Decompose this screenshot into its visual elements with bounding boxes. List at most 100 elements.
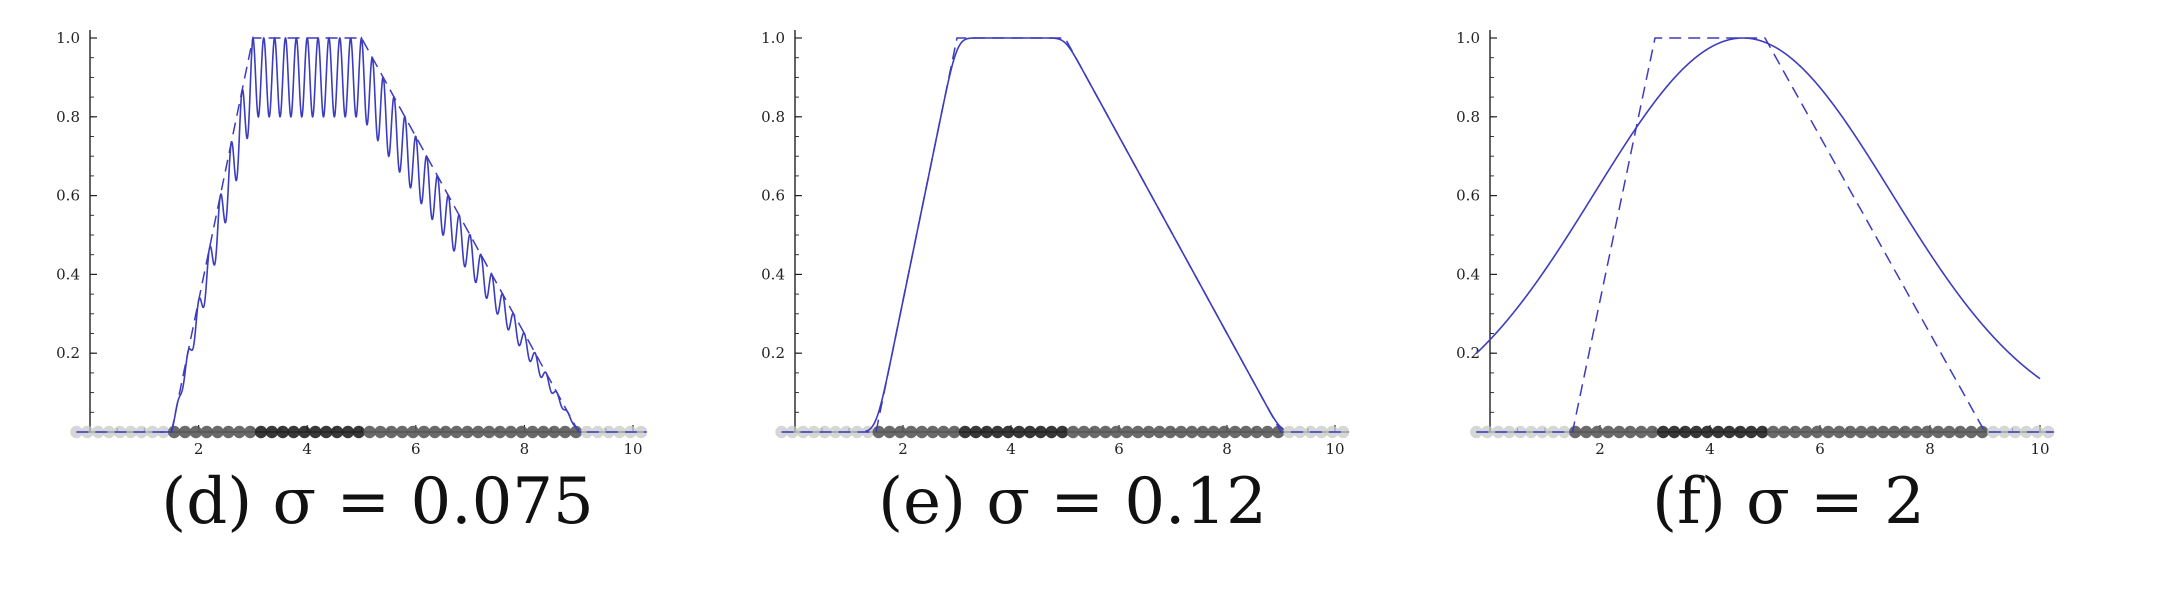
sample-point: [406, 425, 420, 439]
sample-point: [167, 425, 181, 439]
sample-point: [461, 425, 474, 439]
y-tick-label: 1.0: [761, 29, 785, 47]
sample-point: [1196, 425, 1209, 439]
sample-point: [1723, 425, 1736, 439]
sample-points: [775, 425, 1350, 439]
sample-point: [233, 425, 246, 439]
plot-area: 2 4 6 8 10 0.2 0.4 0.6 0.8 1.0: [761, 29, 1350, 458]
sample-point: [1789, 425, 1802, 439]
sample-point: [352, 425, 365, 439]
sample-point: [428, 425, 442, 439]
y-tick-label: 1.0: [1456, 29, 1480, 47]
sample-point: [1002, 425, 1015, 439]
sample-point: [1525, 425, 1538, 439]
plot-area: 2 4 6 8 10 0.2 0.4 0.6 0.8 1.0: [1456, 29, 2055, 458]
sample-point: [991, 425, 1004, 439]
y-tick-label: 0.6: [56, 187, 80, 205]
sample-point: [926, 425, 939, 439]
sample-point: [1045, 425, 1058, 439]
sample-point: [1023, 425, 1037, 439]
panel-d: 2 4 6 8 10 0.2 0.4 0.6 0.8 1.0 (d) σ = 0.075: [0, 0, 735, 593]
sample-point: [1712, 425, 1725, 439]
sample-point: [1228, 425, 1242, 439]
sample-point: [1833, 425, 1846, 439]
sample-point: [1701, 425, 1714, 439]
sample-point: [298, 425, 311, 439]
sample-point: [254, 425, 268, 439]
y-tick-label: 0.2: [761, 344, 785, 362]
sample-point: [1185, 425, 1199, 439]
target-curve: [1476, 37, 2054, 433]
sample-point: [472, 425, 485, 439]
sample-point: [1056, 425, 1069, 439]
sample-point: [1954, 425, 1967, 439]
sample-point: [1282, 425, 1296, 439]
sample-point: [958, 425, 972, 439]
sample-point: [948, 425, 961, 439]
sample-point: [178, 425, 192, 439]
sample-point: [1932, 425, 1945, 439]
sample-point: [124, 425, 137, 439]
caption-f: (f) σ = 2: [1652, 465, 1925, 539]
sample-points: [1470, 425, 2055, 439]
sample-point: [872, 425, 885, 439]
sample-point: [287, 425, 300, 439]
sample-point: [1261, 425, 1274, 439]
sample-point: [915, 425, 929, 439]
y-tick-label: 0.2: [56, 344, 80, 362]
sample-point: [309, 425, 322, 439]
sample-point: [1855, 425, 1868, 439]
sample-point: [1679, 425, 1692, 439]
sample-point: [969, 425, 983, 439]
sample-point: [1778, 425, 1791, 439]
sample-point: [1756, 425, 1769, 439]
sample-point: [1822, 425, 1835, 439]
x-tick-label: 2: [194, 440, 204, 458]
sample-point: [102, 425, 116, 439]
sample-point: [320, 425, 333, 439]
sample-point: [1131, 425, 1145, 439]
caption-d: (d) σ = 0.075: [161, 465, 594, 539]
sample-point: [1613, 425, 1626, 439]
x-tick-label: 8: [1925, 440, 1935, 458]
chart-d: 2 4 6 8 10 0.2 0.4 0.6 0.8 1.0: [56, 29, 648, 458]
sample-point: [1250, 425, 1263, 439]
sample-point: [1218, 425, 1231, 439]
sample-point: [1034, 425, 1047, 439]
sample-point: [1943, 425, 1956, 439]
x-tick-label: 4: [1006, 440, 1016, 458]
sample-point: [1110, 425, 1123, 439]
y-tick-label: 0.4: [1456, 265, 1480, 283]
x-tick-label: 4: [1705, 440, 1715, 458]
sample-point: [1239, 425, 1253, 439]
sample-point: [526, 425, 539, 439]
sample-point: [1142, 425, 1155, 439]
x-tick-label: 10: [1325, 440, 1344, 458]
sample-point: [1657, 425, 1670, 439]
sample-point: [211, 425, 224, 439]
sample-point: [1866, 425, 1879, 439]
sample-point: [341, 425, 355, 439]
sample-point: [894, 425, 907, 439]
x-tick-label: 10: [2030, 440, 2049, 458]
panel-e: 2 4 6 8 10 0.2 0.4 0.6 0.8 1.0 (e) σ = 0.12: [705, 0, 1440, 593]
caption-e: (e) σ = 0.12: [878, 465, 1267, 539]
approximation-curve: [1475, 37, 2041, 380]
sample-point: [385, 425, 398, 439]
sample-point: [850, 425, 864, 439]
sample-point: [1580, 425, 1593, 439]
sample-point: [1690, 425, 1703, 439]
sample-point: [1591, 425, 1604, 439]
plot-area: 2 4 6 8 10 0.2 0.4 0.6 0.8 1.0: [56, 29, 648, 458]
sample-point: [417, 425, 431, 439]
sample-point: [1745, 425, 1758, 439]
sample-point: [1646, 425, 1659, 439]
x-tick-label: 10: [623, 440, 642, 458]
sample-point: [1602, 425, 1615, 439]
x-tick-label: 2: [1595, 440, 1605, 458]
sample-point: [504, 425, 518, 439]
sample-point: [1844, 425, 1857, 439]
sample-point: [374, 425, 387, 439]
sample-point: [330, 425, 344, 439]
x-tick-label: 6: [1114, 440, 1124, 458]
